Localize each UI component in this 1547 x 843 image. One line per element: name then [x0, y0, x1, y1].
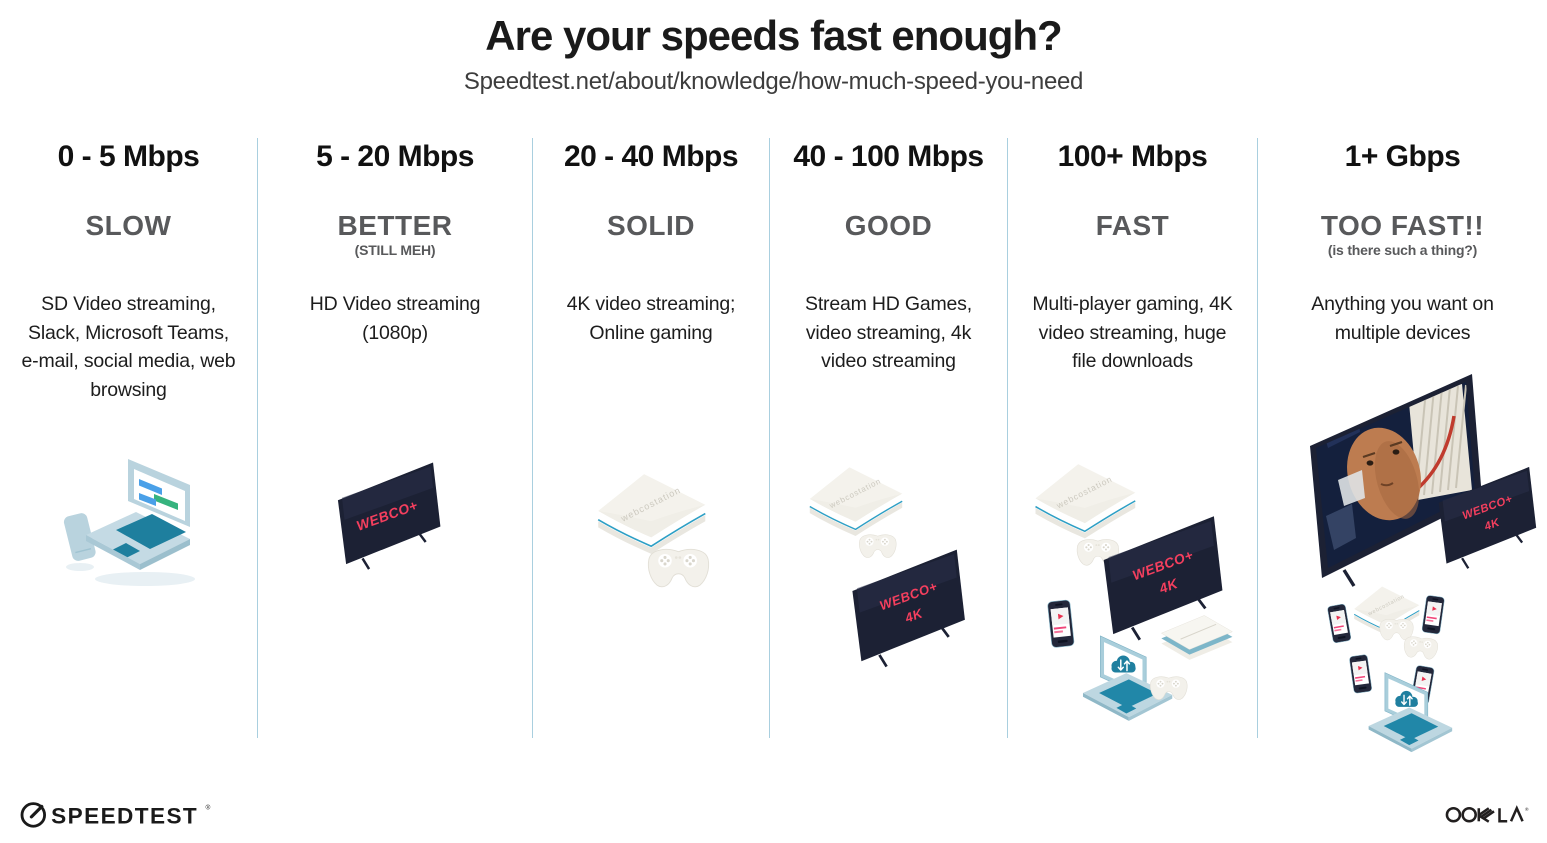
ookla-logo: ® [1445, 800, 1531, 833]
laptop-phone-illustration [61, 459, 195, 587]
speedtest-logo: SPEEDTEST ® [18, 798, 218, 835]
speed-range: 5 - 20 Mbps [316, 140, 474, 174]
ookla-wordmark-icon [1445, 805, 1524, 823]
speed-columns: 0 - 5 Mbps SLOW SD Video streaming, Slac… [0, 138, 1547, 753]
infographic-header: Are your speeds fast enough? Speedtest.n… [0, 0, 1547, 96]
use-case-description: Multi-player gaming, 4K video streaming,… [1032, 293, 1233, 373]
speed-range: 40 - 100 Mbps [793, 140, 984, 174]
speedtest-wordmark: SPEEDTEST [51, 803, 198, 828]
speed-column-0-5-mbps: 0 - 5 Mbps SLOW SD Video streaming, Slac… [0, 138, 258, 739]
tier-label: TOO FAST!! [1320, 210, 1485, 242]
use-case-description: Stream HD Games, video streaming, 4k vid… [805, 293, 972, 373]
tier-label: FAST [1095, 210, 1170, 242]
ookla-trademark: ® [1525, 806, 1529, 813]
speed-column-20-40-mbps: 20 - 40 Mbps SOLID 4K video streaming; O… [533, 138, 770, 739]
tier-label: BETTER [337, 210, 453, 242]
speed-column-1plus-gbps: 1+ Gbps TOO FAST!! (is there such a thin… [1258, 138, 1547, 753]
everything-illustration [1310, 374, 1538, 753]
speed-range: 1+ Gbps [1344, 140, 1461, 174]
speed-range: 0 - 5 Mbps [57, 140, 200, 174]
console-illustration [597, 473, 710, 588]
speed-column-40-100-mbps: 40 - 100 Mbps GOOD Stream HD Games, vide… [770, 138, 1008, 739]
speed-column-5-20-mbps: 5 - 20 Mbps BETTER (STILL MEH) HD Video … [258, 138, 533, 739]
tier-label: SOLID [606, 210, 696, 242]
hd-tv-illustration [336, 461, 442, 571]
use-case-description: SD Video streaming, Slack, Microsoft Tea… [21, 293, 236, 402]
use-case-description: HD Video streaming (1080p) [309, 293, 481, 344]
speed-range: 100+ Mbps [1057, 140, 1208, 174]
speedtest-trademark: ® [206, 803, 211, 811]
page-title: Are your speeds fast enough? [485, 12, 1062, 59]
speedtest-gauge-icon [20, 802, 46, 828]
use-case-description: Anything you want on multiple devices [1311, 293, 1494, 344]
speed-column-100plus-mbps: 100+ Mbps FAST Multi-player gaming, 4K v… [1008, 138, 1258, 739]
tier-note: (STILL MEH) [354, 242, 436, 259]
multi-device-illustration [1034, 463, 1233, 722]
tier-label: SLOW [85, 210, 172, 242]
tier-note: (is there such a thing?) [1327, 242, 1478, 259]
speed-range: 20 - 40 Mbps [563, 140, 739, 174]
use-case-description: 4K video streaming; Online gaming [566, 293, 736, 344]
page-subtitle-url: Speedtest.net/about/knowledge/how-much-s… [463, 68, 1084, 96]
tier-label: GOOD [844, 210, 933, 242]
laptop-chat-icon [86, 459, 190, 571]
console-tv-illustration [809, 466, 967, 669]
